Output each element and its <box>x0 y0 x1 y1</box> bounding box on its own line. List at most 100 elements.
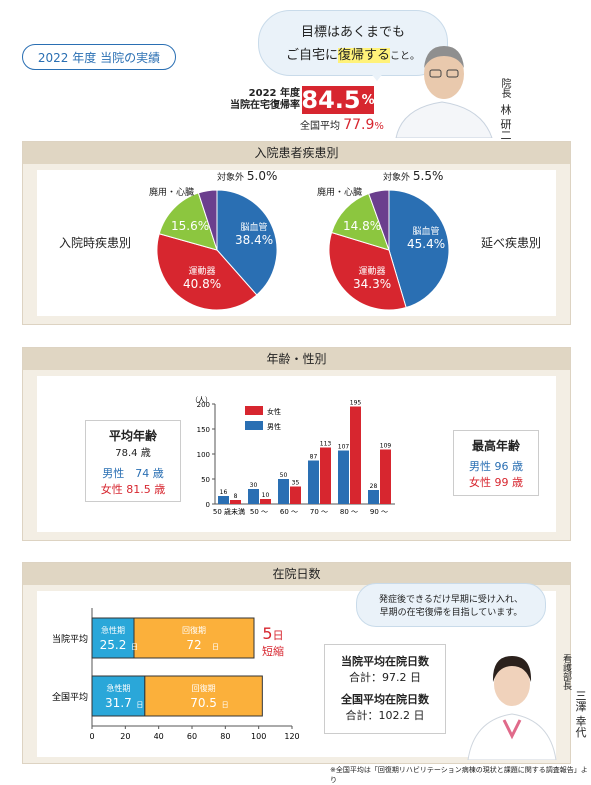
age-panel: 年齢・性別 平均年齢 78.4 歳 男性 74 歳 女性 81.5 歳 （人） 0… <box>22 347 571 541</box>
pie-chart-left <box>156 189 278 311</box>
legend-female-label: 女性 <box>267 407 281 416</box>
male-max-age: 男性 96 歳 <box>469 460 523 473</box>
disease-panel: 入院患者疾患別 入院時疾患別 延べ疾患別 対象外 5.0% 廃用・心臓 15.6… <box>22 141 571 325</box>
female-max-age: 女性 99 歳 <box>469 476 523 489</box>
age-bar-female-label: 8 <box>234 493 238 500</box>
stay-row-label: 当院平均 <box>52 633 88 645</box>
shorten-value: 5 <box>262 624 273 643</box>
stay-recovery-value: 70.5 <box>190 696 217 710</box>
right-brain-label: 脳血管 45.4% <box>407 227 446 251</box>
age-bar-female <box>320 447 331 504</box>
year-badge: 2022 年度 当院の実績 <box>22 44 176 70</box>
age-bar-male-label: 50 <box>280 472 288 479</box>
stay-bar-acute <box>91 617 135 659</box>
avg-age-box: 平均年齢 78.4 歳 男性 74 歳 女性 81.5 歳 <box>85 420 181 502</box>
left-other-name: 対象外 <box>217 173 245 183</box>
age-bar-female-label: 35 <box>292 480 300 487</box>
national-label: 全国平均 <box>300 121 340 132</box>
shorten-label: 5日 短縮 <box>262 624 284 659</box>
right-other-name: 対象外 <box>383 173 411 183</box>
age-bar-female <box>230 500 241 504</box>
stay-acute-name: 急性期 <box>101 625 125 635</box>
age-bar-female-label: 109 <box>380 443 392 450</box>
pie-slice-brain <box>216 189 278 296</box>
age-bar-male-label: 107 <box>338 444 350 451</box>
age-bar-chart: （人） 0 50 100 150 200 16 8 50 歳未満 30 10 50 〜 50 35 60 〜… <box>191 396 395 516</box>
bubble-text-a: ご自宅に <box>285 48 338 63</box>
pie-slice-brain <box>388 189 450 309</box>
age-y-tick-label: 200 <box>197 401 210 409</box>
right-other-value: 5.5% <box>412 169 444 183</box>
stay-recovery-unit: 日 <box>212 643 219 651</box>
max-age-title: 最高年齢 <box>471 439 520 453</box>
hosp-stay-total: 合計：97.2 日 <box>349 671 421 684</box>
stay-recovery-value: 72 <box>186 638 201 652</box>
right-waste-value: 14.8% <box>343 219 382 233</box>
stay-summary-box: 当院平均在院日数 合計：97.2 日 全国平均在院日数 合計：102.2 日 <box>324 644 446 734</box>
age-bar-male-label: 30 <box>250 482 258 489</box>
left-brain-label: 脳血管 38.4% <box>235 223 274 247</box>
stay-bar-recovery <box>133 617 255 659</box>
stay-acute-name: 急性期 <box>106 683 130 693</box>
rate-unit: % <box>361 92 375 108</box>
rate-value: 84.5 <box>301 86 361 114</box>
hosp-stay-title: 当院平均在院日数 <box>341 655 429 668</box>
age-bar-female <box>290 486 301 504</box>
director-title: 院長 <box>499 78 510 98</box>
pie-slice-other <box>197 189 218 251</box>
avg-age-title: 平均年齢 <box>108 429 157 443</box>
left-other-label: 対象外 5.0% <box>217 170 277 184</box>
national-unit: % <box>374 121 384 132</box>
stay-bar-acute <box>91 675 146 717</box>
age-bar-male-label: 16 <box>220 489 228 496</box>
speech-bubble: 目標はあくまでも ご自宅に復帰すること。 <box>258 10 448 81</box>
stay-recovery-name: 回復期 <box>182 625 206 635</box>
age-bar-male-label: 28 <box>370 483 378 490</box>
rate-label-year: 2022 年度 <box>248 88 300 99</box>
director-photo <box>392 30 496 139</box>
pie-slice-motor <box>156 233 258 311</box>
shorten-text: 短縮 <box>262 645 284 658</box>
home-return-rate: 84.5% <box>301 86 375 114</box>
bubble-highlight: 復帰する <box>338 48 391 63</box>
stay-bubble-line1: 発症後できるだけ早期に受け入れ、 <box>379 595 523 605</box>
legend-female-swatch <box>245 406 263 415</box>
age-bar-male <box>278 479 289 504</box>
bubble-line2: ご自宅に復帰すること。 <box>259 44 447 63</box>
age-bar-female-label: 10 <box>262 492 270 499</box>
footnote: ※全国平均は「回復期リハビリテーション病棟の現状と課題に関する調査報告」より <box>330 766 588 784</box>
female-avg-age: 女性 81.5 歳 <box>100 483 166 496</box>
male-avg-age: 男性 74 歳 <box>102 467 164 480</box>
left-motor-label: 運動器 40.8% <box>183 267 222 291</box>
age-bar-female <box>260 499 271 504</box>
age-y-tick-label: 50 <box>201 476 210 484</box>
stay-row-label: 全国平均 <box>52 691 88 703</box>
stay-acute-value: 25.2 <box>100 638 127 652</box>
age-title: 年齢・性別 <box>23 348 570 370</box>
age-bar-female-label: 195 <box>350 400 362 407</box>
age-bar-female <box>350 406 361 504</box>
stay-bubble-line2: 早期の在宅復帰を目指しています。 <box>379 608 523 618</box>
age-bar-male-label: 87 <box>310 454 318 461</box>
shorten-unit: 日 <box>272 629 284 642</box>
age-bar-male <box>368 490 379 504</box>
age-y-tick-label: 0 <box>206 501 210 509</box>
bubble-line1: 目標はあくまでも <box>300 25 405 40</box>
nurse-title: 看護部長 <box>561 654 571 690</box>
age-x-tick-label: 60 〜 <box>280 508 298 516</box>
stay-bubble: 発症後できるだけ早期に受け入れ、 早期の在宅復帰を目指しています。 <box>356 583 546 627</box>
max-age-box: 最高年齢 男性 96 歳 女性 99 歳 <box>453 430 539 496</box>
age-x-tick-label: 70 〜 <box>310 508 328 516</box>
pie-slice-other <box>368 189 390 251</box>
nurse-name: 三澤 幸代 <box>574 690 587 738</box>
left-pie-label: 入院時疾患別 <box>59 236 132 250</box>
pie-chart-right <box>328 189 450 311</box>
age-bar-male <box>218 496 229 504</box>
age-bar-male <box>248 489 259 504</box>
right-other-label: 対象外 5.5% <box>383 170 443 184</box>
pie-slice-motor <box>328 231 407 311</box>
age-x-tick-label: 90 〜 <box>370 508 388 516</box>
stay-x-tick-label: 60 <box>187 732 197 741</box>
age-box: 平均年齢 78.4 歳 男性 74 歳 女性 81.5 歳 （人） 0 50 100 1… <box>37 376 556 532</box>
